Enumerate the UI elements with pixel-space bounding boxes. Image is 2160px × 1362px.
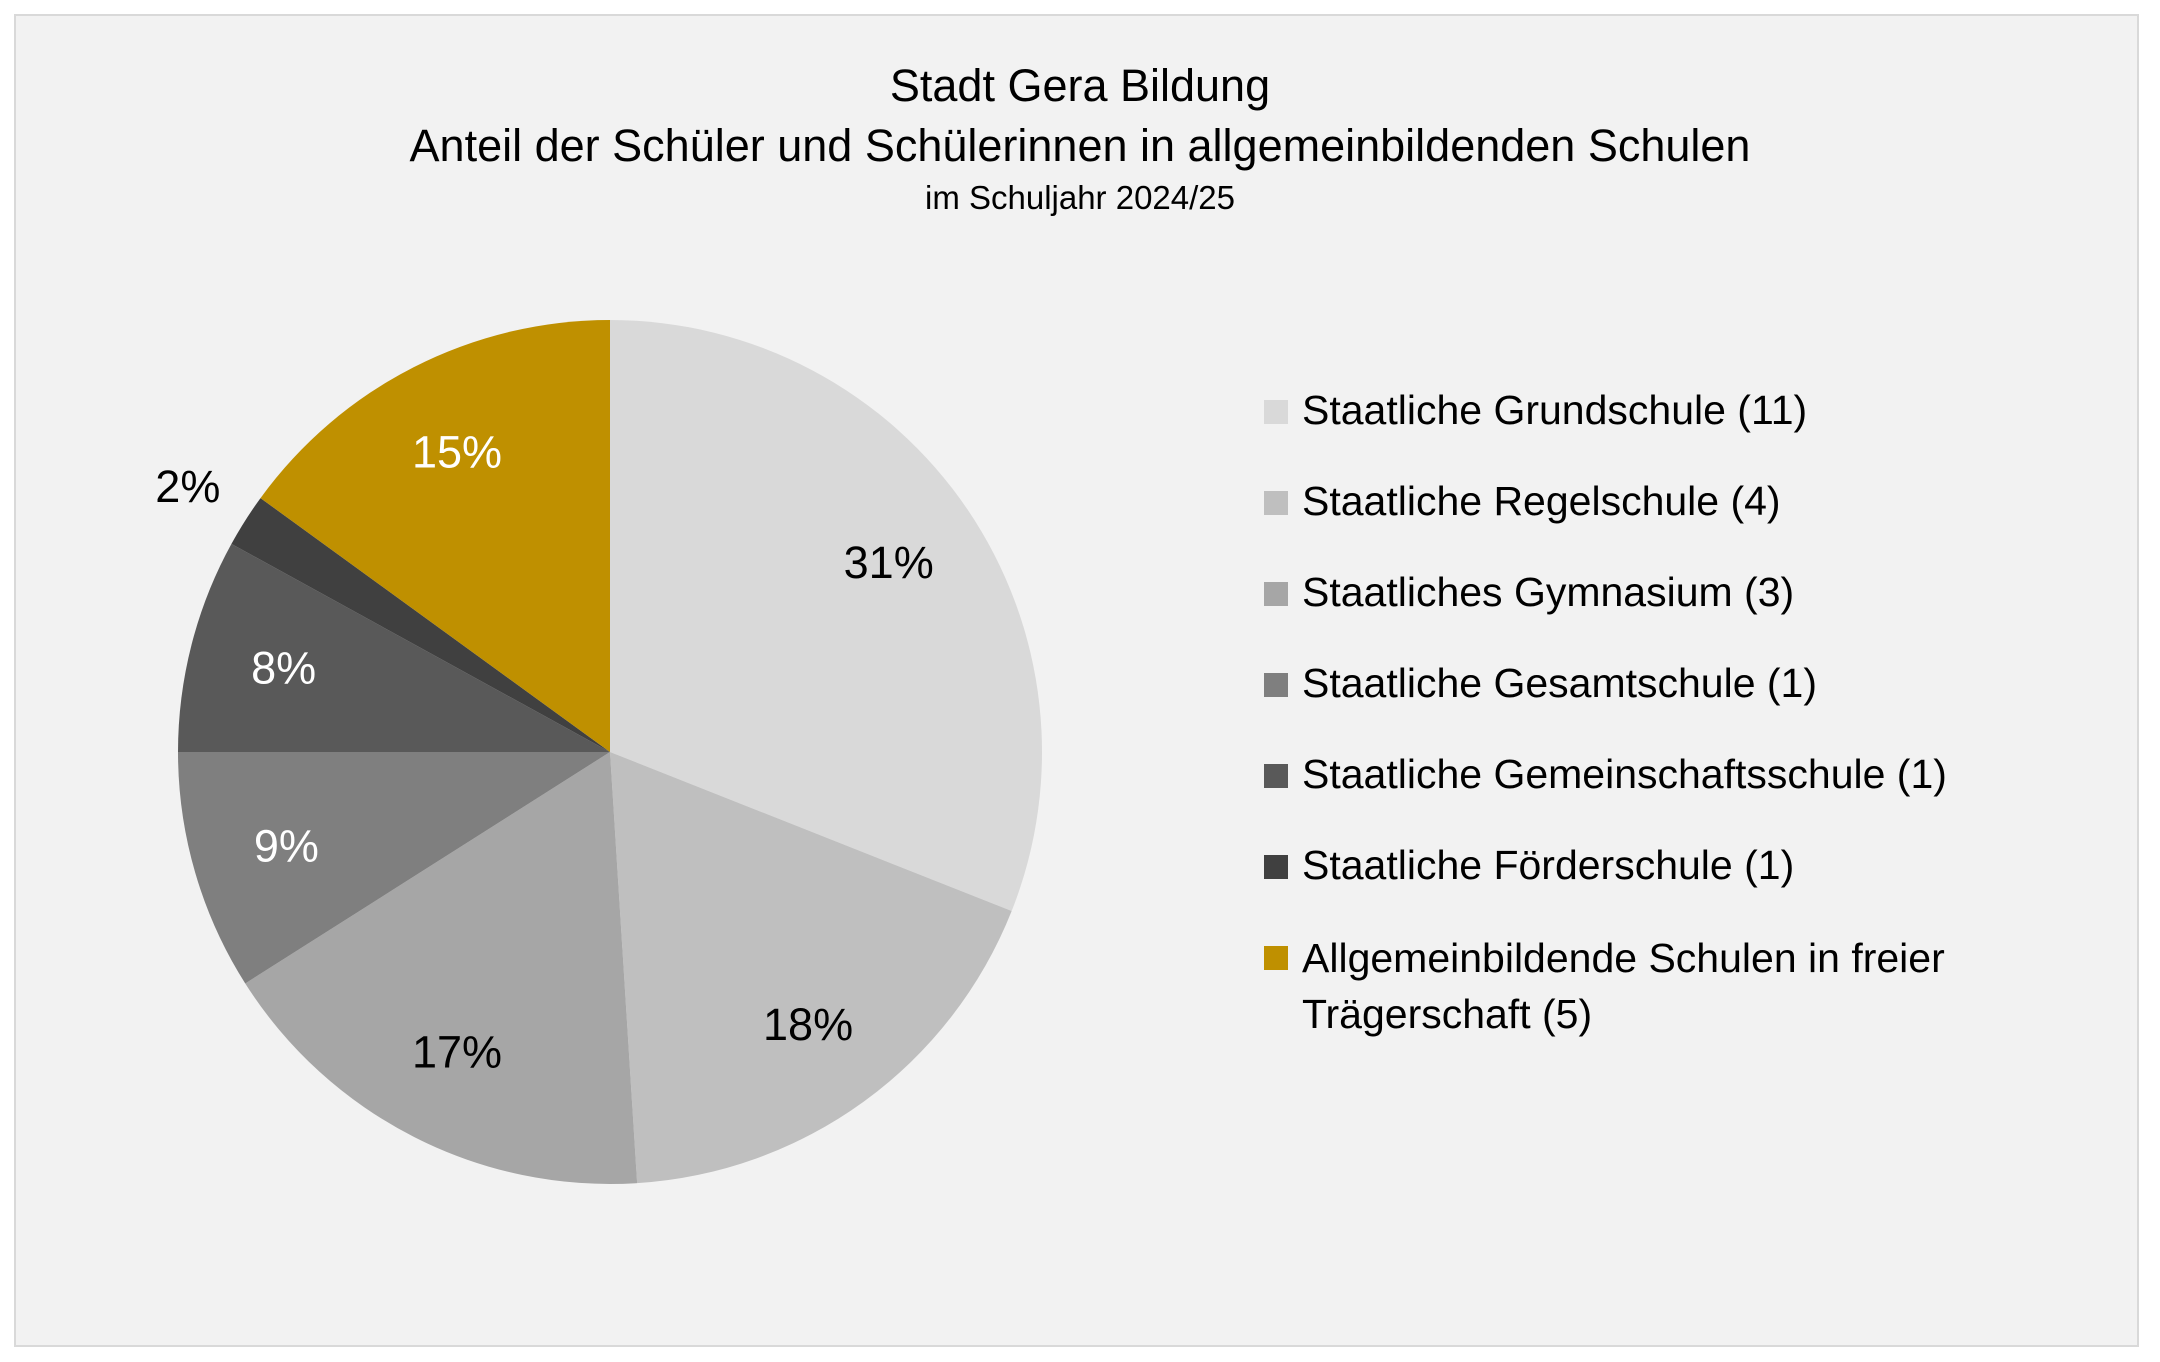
legend-label: Staatliche Gemeinschaftsschule (1) xyxy=(1302,751,1947,797)
legend-label: Allgemeinbildende Schulen in freier Träg… xyxy=(1302,935,1945,1037)
chart-title-block: Stadt Gera Bildung Anteil der Schüler un… xyxy=(0,56,2160,220)
legend-item-freie-traegerschaft: Allgemeinbildende Schulen in freier Träg… xyxy=(1264,930,2124,1042)
legend-swatch xyxy=(1264,491,1288,515)
data-label: 2% xyxy=(155,461,220,512)
data-label: 18% xyxy=(763,999,853,1050)
legend-swatch xyxy=(1264,673,1288,697)
legend-swatch xyxy=(1264,855,1288,879)
legend-swatch xyxy=(1264,400,1288,424)
legend-item-gymnasium: Staatliches Gymnasium (3) xyxy=(1264,566,2124,657)
pie-slice xyxy=(610,752,1012,1184)
legend-label: Staatliches Gymnasium (3) xyxy=(1302,569,1795,615)
legend-swatch xyxy=(1264,582,1288,606)
pie-slice xyxy=(178,752,610,984)
data-label: 15% xyxy=(412,426,502,477)
pie-slice xyxy=(245,752,638,1184)
data-label: 9% xyxy=(254,821,319,872)
data-label: 31% xyxy=(844,537,934,588)
legend-item-regelschule: Staatliche Regelschule (4) xyxy=(1264,475,2124,566)
legend-label: Staatliche Regelschule (4) xyxy=(1302,478,1781,524)
chart-subtitle: Anteil der Schüler und Schülerinnen in a… xyxy=(409,120,1751,171)
legend-label: Staatliche Förderschule (1) xyxy=(1302,842,1795,888)
data-label: 8% xyxy=(251,643,316,694)
legend-label: Staatliche Gesamtschule (1) xyxy=(1302,660,1818,706)
legend-item-foerderschule: Staatliche Förderschule (1) xyxy=(1264,839,2124,930)
chart-title: Stadt Gera Bildung xyxy=(889,60,1271,111)
legend-swatch xyxy=(1264,946,1288,970)
legend: Staatliche Grundschule (11) Staatliche R… xyxy=(1264,384,2124,1042)
legend-label: Staatliche Grundschule (11) xyxy=(1302,387,1808,433)
legend-item-grundschule: Staatliche Grundschule (11) xyxy=(1264,384,2124,475)
chart-subsubtitle: im Schuljahr 2024/25 xyxy=(924,179,1236,216)
pie-slice xyxy=(260,320,610,752)
pie-slice xyxy=(610,320,1042,912)
pie-slice xyxy=(231,498,610,752)
legend-swatch xyxy=(1264,764,1288,788)
legend-item-gemeinschaftsschule: Staatliche Gemeinschaftsschule (1) xyxy=(1264,748,2124,839)
pie-slice xyxy=(178,543,610,752)
legend-item-gesamtschule: Staatliche Gesamtschule (1) xyxy=(1264,657,2124,748)
data-label: 17% xyxy=(412,1027,502,1078)
